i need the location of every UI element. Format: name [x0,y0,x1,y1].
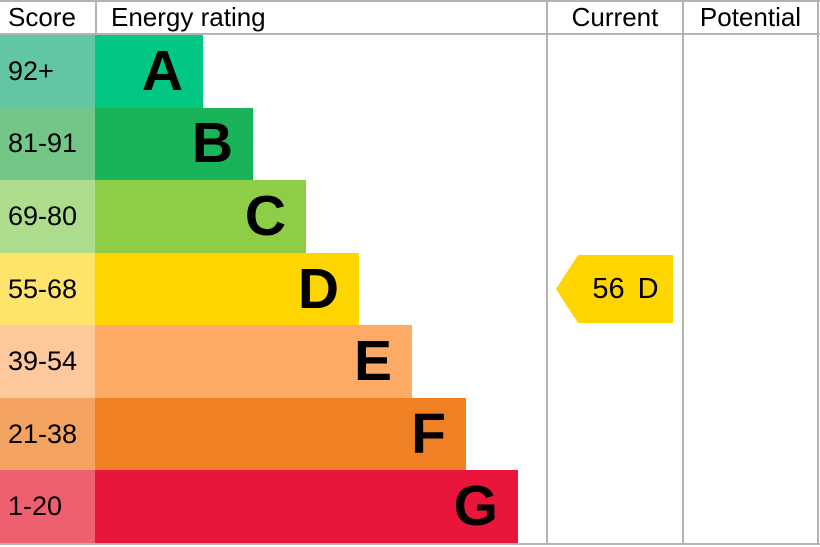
band-letter: B [191,111,233,176]
band-score-range: 69-80 [0,180,95,253]
band-letter: A [141,38,183,103]
band-row: 21-38 F [0,397,820,471]
potential-column-divider [682,0,684,543]
score-column-divider [95,2,97,33]
current-rating-arrow: 56 D [556,254,673,324]
band-bar: G [95,470,518,544]
band-score-range: 55-68 [0,252,95,326]
current-column-header: Current [571,2,659,32]
band-score-range: 1-20 [0,470,95,544]
band-score-range: 21-38 [0,397,95,471]
band-bar: B [95,107,253,181]
band-bar: F [95,397,466,471]
band-row: 55-68 D 56 D [0,252,820,326]
band-bar: D [95,252,359,326]
band-score-range: 92+ [0,35,95,108]
band-row: 81-91 B [0,107,820,181]
band-row: 92+ A [0,35,820,108]
band-bar: A [95,35,203,108]
band-score-range: 81-91 [0,107,95,181]
band-bar: E [95,325,412,398]
band-bar: C [95,180,306,253]
current-rating-band: D [637,272,659,305]
border-bottom [0,543,820,545]
band-letter: D [297,256,339,321]
border-right [817,0,819,545]
header-bottom-border [0,33,820,35]
current-column-divider [546,0,548,543]
band-letter: C [244,183,286,248]
score-column-header: Score [8,2,76,32]
band-row: 69-80 C [0,180,820,253]
band-score-range: 39-54 [0,325,95,398]
potential-column-header: Potential [699,2,802,32]
energy-rating-column-header: Energy rating [111,2,266,32]
rating-bands: 92+ A 81-91 B 69-80 C [0,35,820,544]
band-row: 1-20 G [0,470,820,544]
band-row: 39-54 E [0,325,820,398]
band-letter: G [453,474,498,539]
border-top [0,0,820,2]
band-letter: F [411,401,446,466]
current-rating-score: 56 [592,272,625,305]
band-letter: E [353,329,392,394]
